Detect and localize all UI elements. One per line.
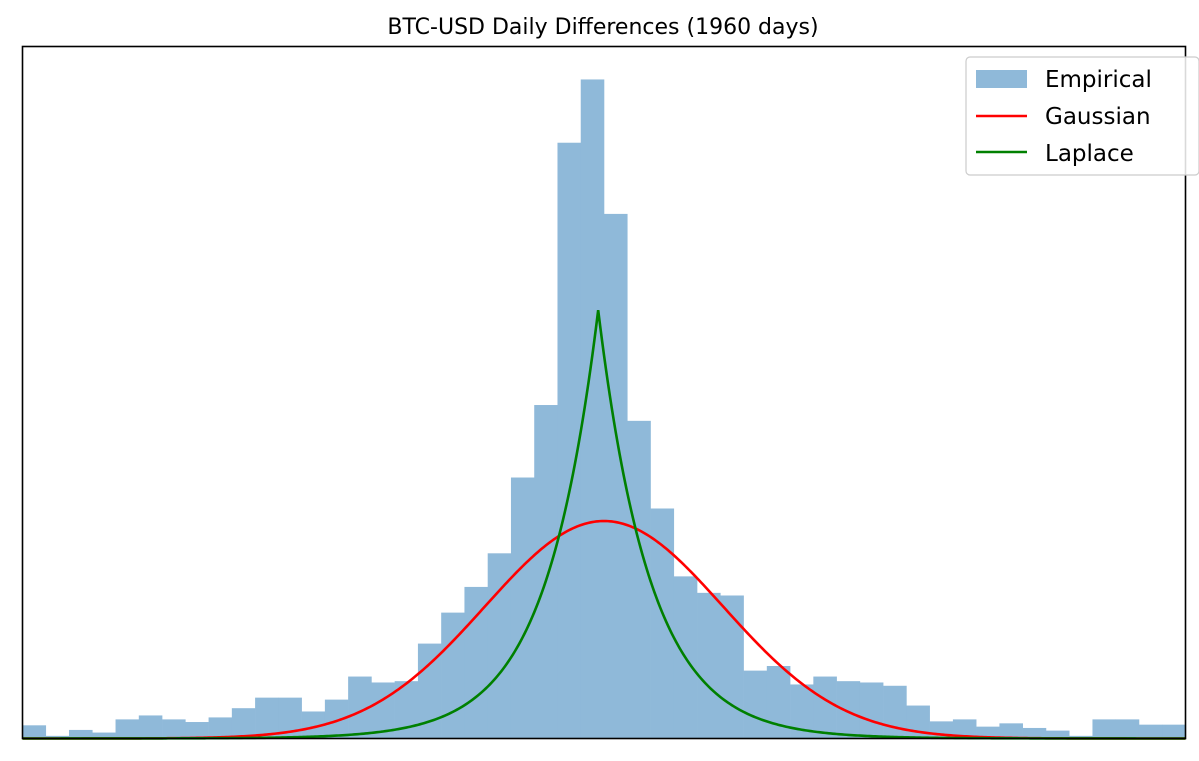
legend-item-gaussian: Gaussian bbox=[976, 104, 1151, 130]
histogram-bar bbox=[976, 726, 1000, 739]
histogram-bar bbox=[580, 79, 605, 739]
histogram-bar bbox=[278, 697, 302, 739]
histogram-bar bbox=[836, 681, 861, 739]
histogram-bar bbox=[92, 732, 116, 739]
histogram-bar bbox=[185, 722, 209, 739]
histogram-bar bbox=[743, 670, 768, 739]
histogram-bar bbox=[255, 697, 279, 739]
histogram-bar bbox=[138, 715, 163, 739]
legend-item-empirical: Empirical bbox=[976, 67, 1152, 93]
histogram-bar bbox=[464, 586, 488, 739]
histogram-bar bbox=[627, 420, 651, 739]
histogram-bar bbox=[604, 213, 628, 739]
histogram-bar bbox=[162, 719, 186, 739]
histogram-bar bbox=[557, 142, 582, 739]
histogram-bar bbox=[441, 612, 465, 739]
legend: Empirical Gaussian Laplace bbox=[965, 56, 1199, 176]
legend-label-gaussian: Gaussian bbox=[1045, 104, 1151, 130]
histogram-bar bbox=[22, 725, 47, 739]
histogram-bar bbox=[69, 729, 93, 739]
histogram-bar bbox=[1045, 730, 1070, 739]
plot-area bbox=[21, 45, 1187, 740]
legend-label-laplace: Laplace bbox=[1045, 141, 1134, 167]
histogram-bar bbox=[883, 685, 907, 739]
legend-swatch-empirical bbox=[976, 70, 1027, 88]
histogram-bar bbox=[208, 717, 233, 739]
histogram-bar bbox=[1022, 727, 1047, 739]
histogram-bar bbox=[1138, 724, 1163, 739]
histogram-bar bbox=[952, 719, 977, 739]
histogram-bar bbox=[348, 676, 372, 739]
histogram-bar bbox=[534, 405, 558, 739]
histogram-bars bbox=[22, 79, 1186, 739]
histogram-bar bbox=[417, 643, 442, 739]
histogram-bar bbox=[1115, 719, 1140, 739]
histogram-bar bbox=[324, 699, 349, 739]
plot-frame bbox=[21, 45, 1187, 740]
histogram-bar bbox=[45, 735, 70, 739]
histogram-bar bbox=[301, 711, 326, 739]
histogram-bar bbox=[697, 592, 721, 739]
histogram-bar bbox=[510, 477, 535, 739]
chart-title: BTC-USD Daily Differences (1960 days) bbox=[387, 15, 818, 40]
legend-item-laplace: Laplace bbox=[976, 141, 1134, 167]
histogram-bar bbox=[813, 676, 837, 739]
histogram-bar bbox=[487, 553, 512, 739]
histogram-bar bbox=[790, 684, 814, 739]
histogram-bar bbox=[394, 681, 419, 739]
histogram-bar bbox=[1092, 719, 1117, 739]
histogram-bar bbox=[999, 723, 1023, 739]
histogram-bar bbox=[859, 682, 884, 739]
histogram-bar bbox=[115, 719, 140, 739]
histogram-bar bbox=[231, 708, 256, 739]
legend-label-empirical: Empirical bbox=[1045, 67, 1152, 93]
histogram-bar bbox=[766, 666, 791, 739]
histogram-bar bbox=[1162, 724, 1186, 739]
histogram-bar bbox=[650, 508, 675, 739]
